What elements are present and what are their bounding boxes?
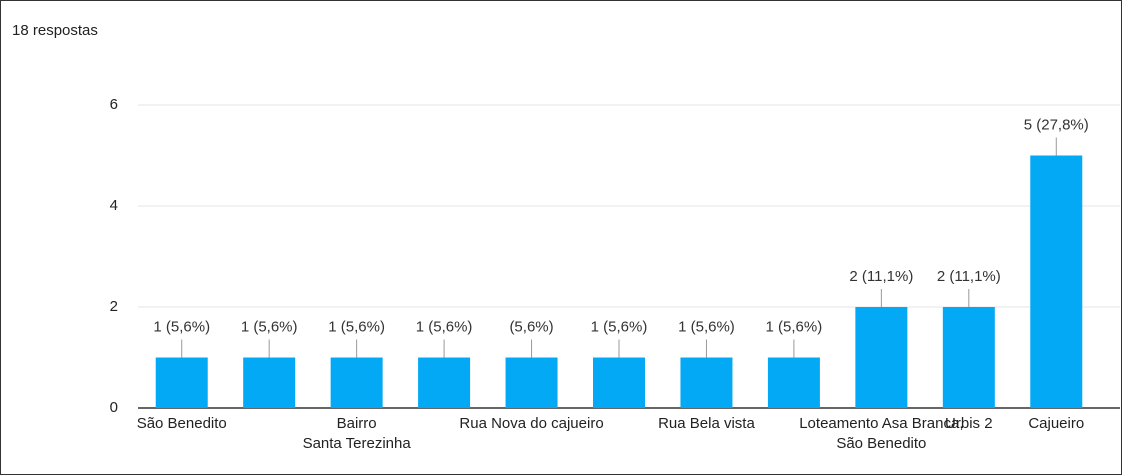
x-tick-label: Cajueiro (1028, 415, 1084, 432)
bar (1030, 155, 1083, 408)
y-tick-label: 6 (110, 96, 118, 113)
data-label: 1 (5,6%) (241, 318, 298, 335)
data-label: 1 (5,6%) (328, 318, 385, 335)
x-tick-label: Urbis 2 (945, 415, 993, 432)
bar (155, 357, 208, 408)
y-tick-label: 0 (110, 399, 118, 416)
data-label: 2 (11,1%) (937, 268, 1001, 285)
data-label: 1 (5,6%) (416, 318, 473, 335)
bar (942, 307, 995, 408)
data-label: 5 (27,8%) (1024, 116, 1089, 133)
y-tick-label: 2 (110, 298, 118, 315)
x-tick-label: São Benedito (137, 415, 227, 432)
bar (330, 357, 383, 408)
bar (855, 307, 908, 408)
response-count: 18 respostas (12, 22, 98, 39)
bar (593, 357, 645, 408)
y-tick-label: 4 (110, 197, 118, 214)
data-label: 1 (5,6%) (591, 318, 648, 335)
x-tick-label: Loteamento Asa Branca, São Benedito (799, 415, 963, 452)
data-label: (5,6%) (509, 318, 553, 335)
data-label: 1 (5,6%) (153, 318, 210, 335)
x-tick-label: Bairro Santa Terezinha (303, 415, 412, 452)
data-label: 1 (5,6%) (678, 318, 735, 335)
x-tick-label: Rua Bela vista (658, 415, 755, 432)
data-label: 1 (5,6%) (766, 318, 823, 335)
bar (505, 357, 558, 408)
bar (418, 357, 471, 408)
data-label: 2 (11,1%) (849, 268, 913, 285)
x-tick-label: Rua Nova do cajueiro (459, 415, 603, 432)
bar (680, 357, 733, 408)
bar (767, 357, 820, 408)
bar (243, 357, 296, 408)
